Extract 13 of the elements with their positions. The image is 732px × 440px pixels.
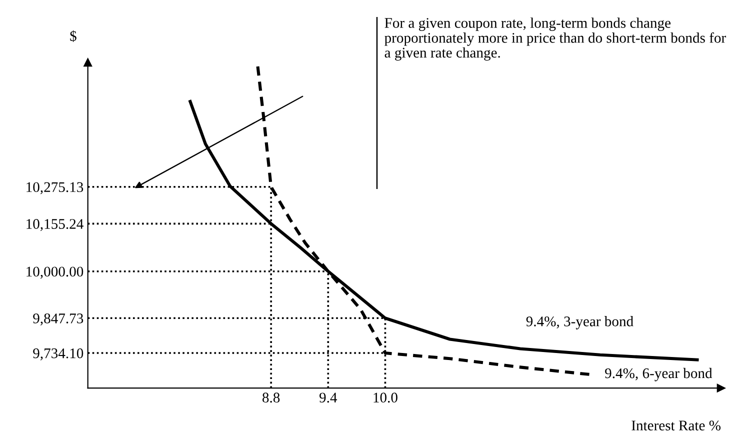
y-tick-label: 9,847.73 [33, 313, 84, 326]
y-tick-label: 10,275.13 [26, 182, 84, 194]
series-label: 9.4%, 6-year bond [605, 368, 712, 382]
series-label: 9.4%, 3-year bond [526, 316, 634, 330]
y-axis-title: $ [70, 30, 76, 42]
x-tick-label: 10.0 [374, 392, 398, 403]
x-axis-title: Interest Rate % [632, 420, 721, 430]
y-tick-label: 10,000.00 [26, 266, 84, 279]
y-tick-label: 10,155.24 [26, 219, 84, 231]
y-tick-label: 9,734.10 [33, 348, 84, 360]
x-tick-label: 9.4 [319, 392, 338, 403]
x-tick-label: 8.8 [262, 392, 280, 403]
text: For a given coupon rate, long-term bonds change proportionately more in price than do short-term bonds for a given rate change. [384, 18, 726, 61]
